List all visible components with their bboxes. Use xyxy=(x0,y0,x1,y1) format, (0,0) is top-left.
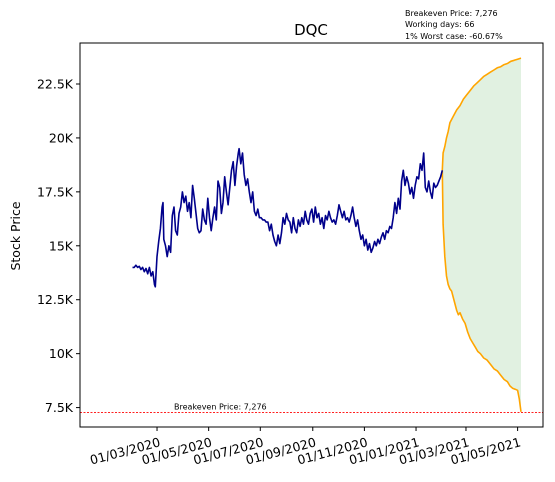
y-tick-label: 7.5K xyxy=(45,400,74,415)
lower-projection-line xyxy=(441,170,522,413)
y-tick-label: 15K xyxy=(49,238,74,253)
y-axis: 7.5K 10K 12.5K 15K 17.5K 20K 22.5K xyxy=(37,76,80,415)
x-axis: 01/03/202001/05/202001/07/202001/09/2020… xyxy=(88,427,522,468)
y-tick-label: 17.5K xyxy=(37,184,74,199)
plot-area xyxy=(80,57,543,413)
chart-title: DQC xyxy=(294,21,328,39)
y-axis-label: Stock Price xyxy=(8,201,23,270)
projection-band xyxy=(442,58,521,412)
breakeven-line-label: Breakeven Price: 7,276 xyxy=(174,402,267,411)
upper-projection-line xyxy=(441,57,522,171)
worst-case-annotation: 1% Worst case: -60.67% xyxy=(405,32,503,41)
y-tick-label: 22.5K xyxy=(37,76,74,91)
plot-frame xyxy=(79,42,544,428)
price-line xyxy=(132,147,444,288)
working-days-annotation: Working days: 66 xyxy=(405,20,474,29)
breakeven-annotation: Breakeven Price: 7,276 xyxy=(405,9,498,18)
y-tick-label: 10K xyxy=(49,346,74,361)
y-tick-label: 20K xyxy=(49,130,74,145)
y-tick-label: 12.5K xyxy=(37,292,74,307)
